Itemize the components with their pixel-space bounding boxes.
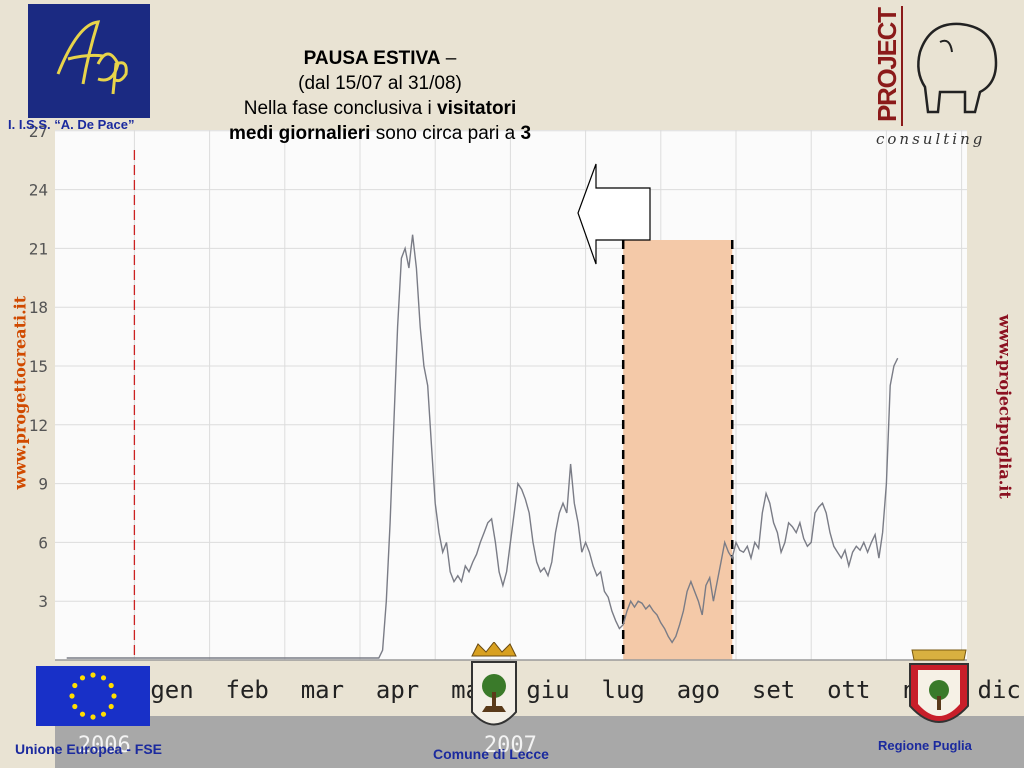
footer-lecce-label: Comune di Lecce xyxy=(433,746,549,762)
left-url-link[interactable]: www.progettocreati.it xyxy=(10,295,30,490)
eu-star xyxy=(111,693,117,699)
school-label: I. I.S.S. “A. De Pace” xyxy=(8,117,135,132)
eu-star xyxy=(108,682,114,689)
ader-logo xyxy=(28,4,150,118)
plot-area xyxy=(55,130,967,660)
x-tick-label: ott xyxy=(827,676,870,704)
lecce-coat-of-arms xyxy=(471,642,517,726)
x-tick-label: giu xyxy=(526,676,569,704)
project-word: PROJECT xyxy=(872,7,902,122)
y-tick-label: 6 xyxy=(38,533,48,552)
x-tick-label: set xyxy=(752,676,795,704)
eu-flag xyxy=(36,666,150,726)
x-tick-label: lug xyxy=(602,676,645,704)
y-tick-label: 12 xyxy=(29,416,48,435)
line4-bold: medi giornalieri xyxy=(228,123,371,144)
y-tick-label: 15 xyxy=(29,357,48,376)
eu-star xyxy=(72,682,78,689)
line3-bold: visitatori xyxy=(437,98,517,119)
y-tick-label: 9 xyxy=(38,475,48,494)
eu-star xyxy=(79,711,86,717)
eu-star xyxy=(72,703,78,710)
title-dash: – xyxy=(440,48,457,69)
x-tick-label: feb xyxy=(226,676,269,704)
x-tick-label: apr xyxy=(376,676,419,704)
y-tick-label: 3 xyxy=(38,592,48,611)
project-consulting-logo: PROJECT consulting xyxy=(870,2,1018,150)
puglia-coat-of-arms xyxy=(909,649,969,723)
eu-star xyxy=(100,675,107,681)
annotation-text: PAUSA ESTIVA – (dal 15/07 al 31/08) Nell… xyxy=(160,46,600,146)
visitors-series-line xyxy=(66,234,899,659)
footer-eu-label: Unione Europea - FSE xyxy=(15,741,163,757)
right-url-link[interactable]: www.projectpuglia.it xyxy=(995,314,1015,499)
eu-star xyxy=(90,714,96,720)
subtitle: (dal 15/07 al 31/08) xyxy=(298,73,462,94)
left-arrow xyxy=(577,163,651,265)
eu-star xyxy=(79,675,86,681)
eu-star xyxy=(90,672,96,678)
x-tick-label: gen xyxy=(150,676,193,704)
consulting-word: consulting xyxy=(876,130,985,148)
footer-puglia-label: Regione Puglia xyxy=(878,738,972,753)
eu-star xyxy=(108,703,114,710)
year-label: 2006 xyxy=(78,733,131,758)
x-tick-label: mar xyxy=(301,676,344,704)
line4-num: 3 xyxy=(520,123,532,144)
y-tick-label: 24 xyxy=(29,181,48,200)
title-bold: PAUSA ESTIVA xyxy=(303,48,441,69)
x-tick-label: ago xyxy=(677,676,720,704)
footer-band xyxy=(55,716,1024,768)
line3-plain: Nella fase conclusiva i xyxy=(243,98,438,119)
eu-star xyxy=(69,693,75,699)
summer-break-highlight xyxy=(623,240,733,660)
year-label: 2007 xyxy=(484,733,537,758)
line4-plain: sono circa pari a xyxy=(370,123,521,144)
y-tick-label: 21 xyxy=(29,239,48,258)
x-tick-label: dic xyxy=(978,676,1021,704)
y-tick-label: 27 xyxy=(29,122,48,141)
eu-star xyxy=(100,711,107,717)
y-tick-label: 18 xyxy=(29,298,48,317)
